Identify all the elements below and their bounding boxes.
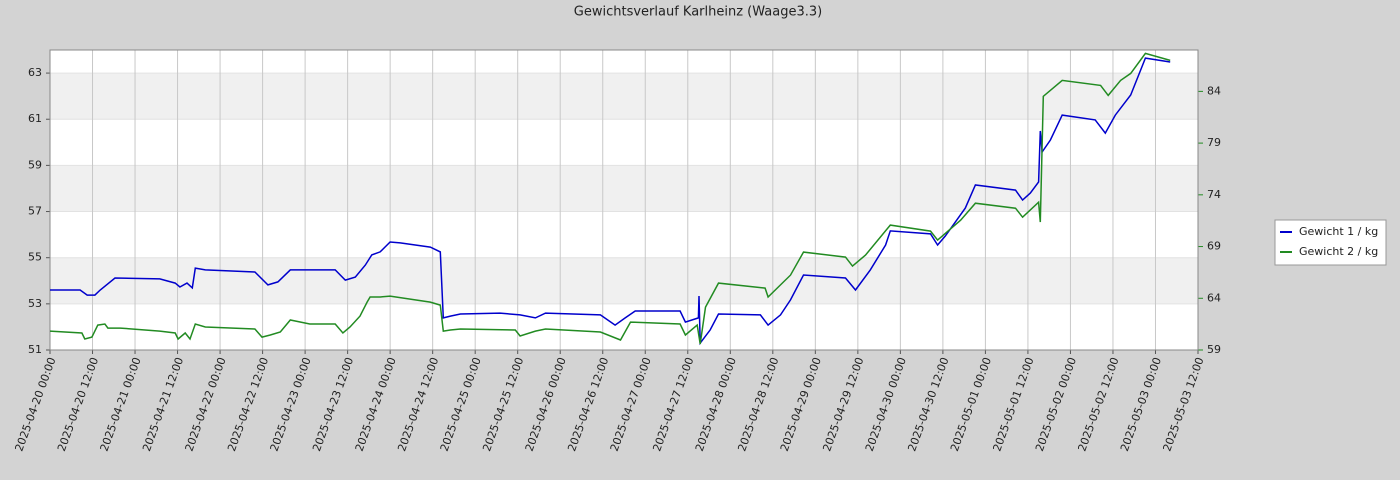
legend-label: Gewicht 2 / kg [1299,245,1378,258]
x-tick-label: 2025-04-25 00:00 [438,356,484,454]
x-tick-label: 2025-04-26 00:00 [523,356,569,454]
x-tick-label: 2025-04-25 12:00 [480,356,526,454]
x-tick-label: 2025-05-02 00:00 [1033,356,1079,454]
data-line [49,52,1171,345]
grid-band [50,257,1198,304]
x-tick-label: 2025-04-30 00:00 [863,356,909,454]
x-tick-label: 2025-04-28 12:00 [735,356,781,454]
plot-frame [49,49,1199,351]
x-tick-label: 2025-04-29 00:00 [778,356,824,454]
x-tick-label: 2025-04-30 12:00 [905,356,951,454]
x-tick-label: 2025-05-02 12:00 [1075,356,1121,454]
y-tick-label: 53 [28,297,42,310]
y2-tick-label: 74 [1207,188,1221,201]
x-tick-label: 2025-04-23 12:00 [310,356,356,454]
x-tick-label: 2025-04-24 12:00 [395,356,441,454]
x-tick-label: 2025-04-24 00:00 [353,356,399,454]
y2-tick-label: 64 [1207,291,1221,304]
y2-tick-label: 59 [1207,343,1221,356]
x-tick-label: 2025-04-20 00:00 [13,356,59,454]
chart-title: Gewichtsverlauf Karlheinz (Waage3.3) [574,5,822,20]
x-tick-label: 2025-04-22 12:00 [225,356,271,454]
x-tick-label: 2025-04-22 00:00 [183,356,229,454]
x-tick-label: 2025-05-01 00:00 [948,356,994,454]
y2-tick-label: 84 [1207,84,1221,97]
y-tick-label: 61 [28,112,42,125]
x-tick-label: 2025-04-29 12:00 [820,356,866,454]
y2-tick-label: 69 [1207,240,1221,253]
data-line [50,57,1171,346]
x-tick-label: 2025-05-01 12:00 [990,356,1036,454]
x-tick-label: 2025-04-21 12:00 [140,356,186,454]
legend-label: Gewicht 1 / kg [1299,225,1378,238]
y-tick-label: 51 [28,343,42,356]
y-tick-label: 59 [28,158,42,171]
x-tick-label: 2025-04-21 00:00 [98,356,144,454]
y2-tick-label: 79 [1207,136,1221,149]
y-tick-label: 55 [28,251,42,264]
x-tick-label: 2025-04-28 00:00 [693,356,739,454]
x-tick-label: 2025-04-23 00:00 [268,356,314,454]
x-tick-label: 2025-04-27 12:00 [650,356,696,454]
y-tick-label: 63 [28,66,42,79]
legend-box [1274,219,1387,266]
grid-band [50,165,1198,212]
x-tick-label: 2025-04-27 00:00 [608,356,654,454]
y-tick-label: 57 [28,205,42,218]
x-tick-label: 2025-04-26 12:00 [565,356,611,454]
x-tick-label: 2025-05-03 12:00 [1161,356,1207,454]
x-tick-label: 2025-04-20 12:00 [55,356,101,454]
grid-band [50,73,1198,120]
x-tick-label: 2025-05-03 00:00 [1118,356,1164,454]
